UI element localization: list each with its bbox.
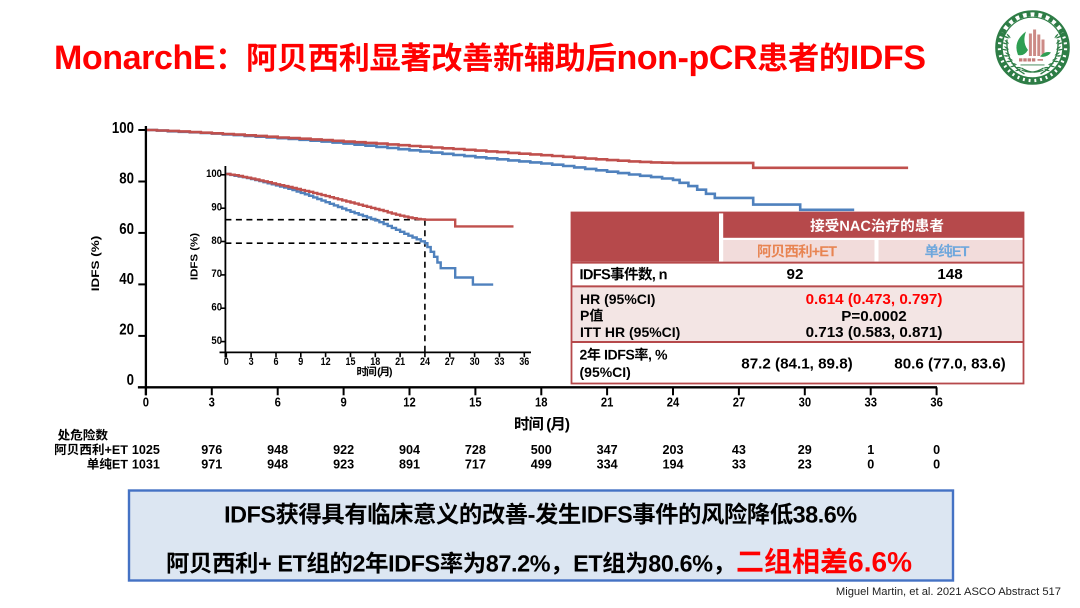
svg-text:90: 90	[211, 202, 222, 214]
svg-text:50: 50	[211, 335, 222, 347]
svg-text:29: 29	[798, 443, 812, 457]
svg-text:1031: 1031	[132, 458, 160, 472]
svg-text:33: 33	[732, 458, 746, 472]
svg-text:33: 33	[864, 394, 877, 409]
svg-text:923: 923	[333, 458, 354, 472]
svg-text:334: 334	[597, 458, 618, 472]
svg-text:728: 728	[465, 443, 486, 457]
svg-text:0: 0	[933, 443, 940, 457]
svg-text:IDFS (%): IDFS (%)	[189, 232, 200, 280]
svg-text:21: 21	[395, 357, 406, 369]
svg-text:Miguel Martin, et al. 2021 ASC: Miguel Martin, et al. 2021 ASCO Abstract…	[836, 586, 1061, 598]
svg-text:3: 3	[209, 394, 215, 409]
svg-text:12: 12	[321, 357, 332, 369]
svg-text:92: 92	[787, 266, 804, 283]
svg-text:6: 6	[275, 394, 281, 409]
svg-text:15: 15	[345, 357, 356, 369]
svg-text:948: 948	[267, 458, 288, 472]
svg-text:3: 3	[249, 357, 254, 369]
svg-text:(95%CI): (95%CI)	[580, 364, 631, 380]
svg-text:347: 347	[597, 443, 618, 457]
svg-text:HR (95%CI): HR (95%CI)	[580, 291, 655, 307]
svg-text:15: 15	[469, 394, 482, 409]
svg-text:0: 0	[224, 357, 229, 369]
svg-text:100: 100	[206, 169, 222, 181]
svg-text:IDFS (%): IDFS (%)	[89, 236, 102, 291]
svg-text:80: 80	[119, 171, 134, 188]
svg-text:12: 12	[403, 394, 416, 409]
svg-text:1: 1	[867, 443, 874, 457]
svg-text:1025: 1025	[132, 443, 160, 457]
svg-text:499: 499	[531, 458, 552, 472]
svg-text:904: 904	[399, 443, 420, 457]
svg-text:9: 9	[340, 394, 346, 409]
svg-text:ITT HR (95%CI): ITT HR (95%CI)	[580, 324, 680, 340]
svg-text:0.713 (0.583, 0.871): 0.713 (0.583, 0.871)	[806, 324, 943, 341]
svg-text:194: 194	[663, 458, 684, 472]
svg-text:20: 20	[119, 322, 134, 339]
svg-text:40: 40	[119, 271, 134, 288]
svg-text:0: 0	[127, 372, 134, 389]
svg-text:976: 976	[201, 443, 222, 457]
svg-text:33: 33	[494, 357, 505, 369]
svg-text:24: 24	[667, 394, 680, 409]
svg-text:27: 27	[733, 394, 746, 409]
svg-text:27: 27	[445, 357, 456, 369]
svg-text:0.614 (0.473, 0.797): 0.614 (0.473, 0.797)	[806, 291, 943, 308]
svg-text:922: 922	[333, 443, 354, 457]
svg-text:70: 70	[211, 269, 222, 281]
svg-text:148: 148	[937, 266, 962, 283]
svg-text:30: 30	[799, 394, 812, 409]
svg-text:18: 18	[370, 357, 381, 369]
svg-text:36: 36	[930, 394, 943, 409]
svg-text:717: 717	[465, 458, 486, 472]
svg-text:971: 971	[201, 458, 222, 472]
svg-text:21: 21	[601, 394, 614, 409]
svg-text:500: 500	[531, 443, 552, 457]
svg-text:36: 36	[519, 357, 530, 369]
svg-text:80: 80	[211, 235, 222, 247]
svg-text:P=0.0002: P=0.0002	[841, 308, 906, 325]
svg-text:891: 891	[399, 458, 420, 472]
svg-text:30: 30	[470, 357, 481, 369]
svg-text:0: 0	[143, 394, 149, 409]
svg-text:87.2 (84.1, 89.8): 87.2 (84.1, 89.8)	[741, 356, 852, 373]
svg-text:100: 100	[112, 120, 134, 137]
svg-text:9: 9	[298, 357, 303, 369]
svg-text:6: 6	[273, 357, 278, 369]
svg-text:60: 60	[119, 221, 134, 238]
svg-text:948: 948	[267, 443, 288, 457]
svg-text:24: 24	[420, 357, 431, 369]
svg-text:43: 43	[732, 443, 746, 457]
svg-text:23: 23	[798, 458, 812, 472]
svg-text:0: 0	[933, 458, 940, 472]
svg-text:60: 60	[211, 302, 222, 314]
svg-text:18: 18	[535, 394, 548, 409]
svg-text:80.6 (77.0, 83.6): 80.6 (77.0, 83.6)	[894, 356, 1005, 373]
svg-text:0: 0	[867, 458, 874, 472]
svg-text:203: 203	[663, 443, 684, 457]
